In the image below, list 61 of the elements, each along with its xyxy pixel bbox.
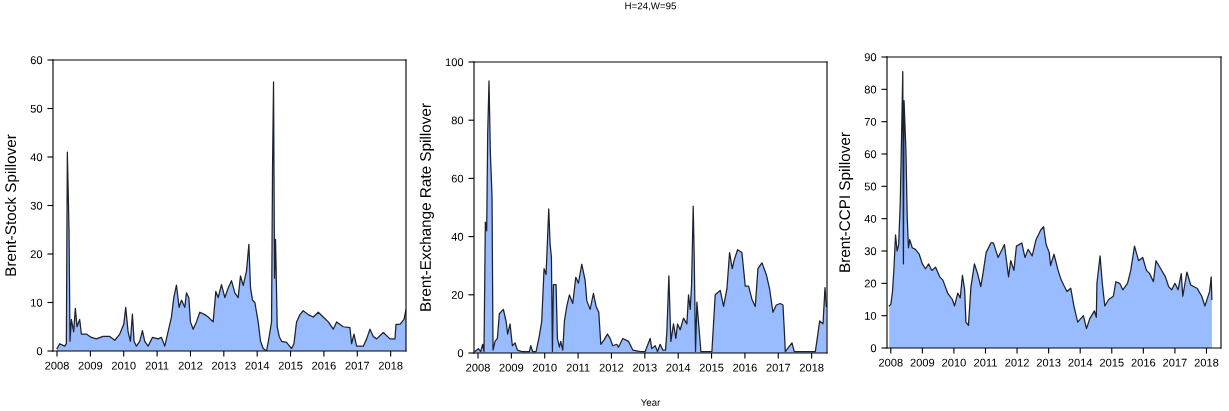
y-tick-label: 60 — [451, 174, 464, 183]
y-tick-label: 30 — [30, 201, 43, 210]
y-tick-label: 0 — [36, 347, 43, 356]
y-tick-label: 60 — [864, 150, 877, 159]
y-tick-label: 70 — [864, 117, 877, 126]
x-tick-label: 2009 — [910, 358, 935, 367]
y-axis-title: Brent-Exchange Rate Spillover — [419, 103, 434, 311]
y-tick-label: 80 — [864, 85, 877, 94]
x-tick-label: 2013 — [633, 363, 657, 372]
y-tick-label: 10 — [865, 311, 877, 320]
x-tick-label: 2008 — [878, 358, 903, 367]
x-tick-label: 2012 — [1005, 358, 1029, 367]
x-tick-label: 2017 — [766, 363, 791, 372]
y-tick-label: 80 — [451, 116, 464, 125]
x-tick-label: 2018 — [799, 363, 824, 372]
y-tick-label: 40 — [30, 153, 43, 162]
y-tick-label: 90 — [864, 53, 877, 62]
x-axis-title: Year — [640, 399, 661, 406]
x-tick-label: 2009 — [499, 363, 524, 372]
x-tick-label: 2014 — [1068, 358, 1093, 367]
x-tick-label: 2010 — [942, 358, 966, 367]
y-tick-label: 60 — [30, 56, 43, 65]
x-tick-label: 2017 — [1163, 358, 1187, 367]
y-tick-label: 100 — [445, 58, 464, 67]
x-tick-label: 2016 — [312, 361, 336, 370]
x-tick-label: 2013 — [212, 361, 236, 370]
x-tick-label: 2012 — [178, 361, 203, 370]
x-tick-label: 2016 — [1131, 358, 1156, 367]
x-tick-label: 2011 — [145, 361, 169, 370]
y-tick-label: 30 — [864, 247, 877, 256]
y-tick-label: 20 — [864, 279, 877, 288]
x-tick-label: 2011 — [566, 363, 590, 372]
x-tick-label: 2013 — [1036, 358, 1061, 367]
x-tick-label: 2016 — [733, 363, 757, 372]
y-tick-label: 20 — [30, 250, 43, 259]
y-tick-label: 0 — [870, 344, 877, 353]
x-tick-label: 2015 — [278, 361, 303, 370]
y-tick-label: 50 — [30, 104, 43, 113]
x-tick-label: 2018 — [1194, 358, 1219, 367]
y-tick-label: 10 — [31, 298, 43, 307]
y-tick-label: 40 — [864, 214, 877, 223]
x-tick-label: 2008 — [45, 361, 69, 370]
x-tick-label: 2014 — [245, 361, 270, 370]
y-tick-label: 40 — [451, 232, 464, 241]
x-tick-label: 2010 — [111, 361, 136, 370]
x-tick-label: 2015 — [1099, 358, 1124, 367]
x-tick-label: 2008 — [466, 363, 490, 372]
y-axis-title: Brent-CCPI Spillover — [838, 132, 854, 272]
x-tick-label: 2011 — [974, 358, 997, 367]
y-tick-label: 50 — [864, 182, 877, 191]
y-axis-title: Brent-Stock Spillover — [4, 134, 20, 276]
y-tick-label: 20 — [451, 291, 464, 299]
x-tick-label: 2015 — [699, 363, 724, 372]
x-tick-label: 2014 — [666, 363, 691, 372]
x-tick-label: 2010 — [532, 363, 557, 372]
chart-title: H=24,W=95 — [625, 2, 677, 11]
y-tick-label: 0 — [457, 349, 464, 358]
x-tick-label: 2012 — [599, 363, 624, 372]
x-tick-label: 2018 — [378, 361, 403, 370]
x-tick-label: 2017 — [345, 361, 370, 370]
x-tick-label: 2009 — [78, 361, 103, 370]
